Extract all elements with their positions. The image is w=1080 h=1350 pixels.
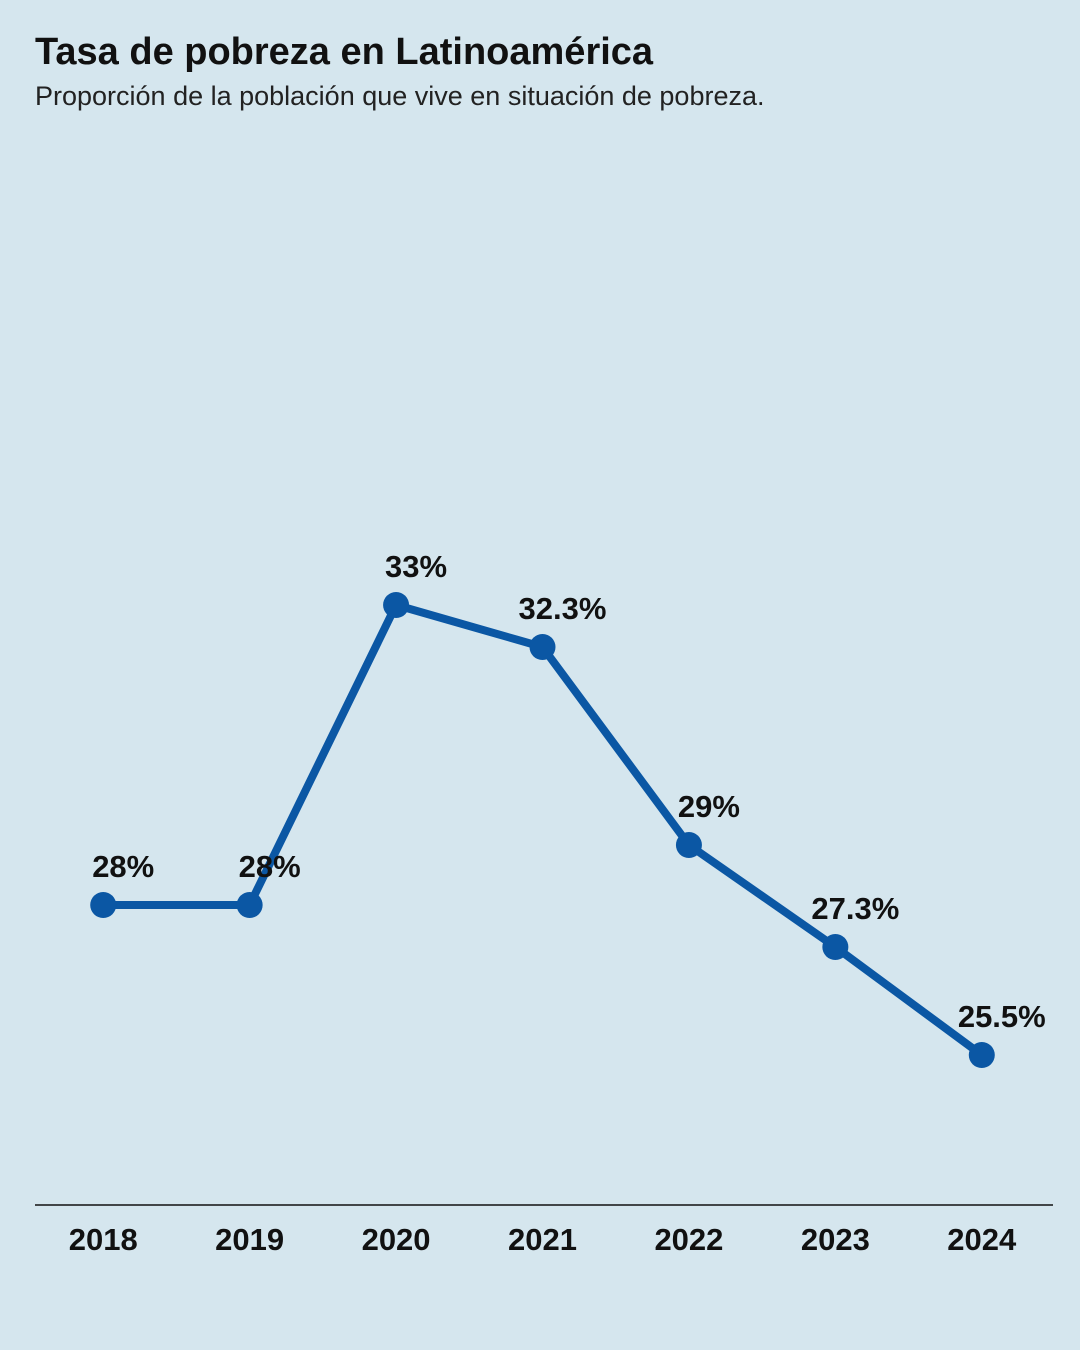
value-label: 32.3% [519,591,607,626]
x-tick-label: 2019 [215,1222,284,1257]
x-tick-label: 2020 [362,1222,431,1257]
value-label: 28% [92,849,154,884]
value-label: 29% [678,789,740,824]
point [822,934,849,960]
chart-subtitle: Proporción de la población que vive en s… [35,81,765,111]
chart-title: Tasa de pobreza en Latinoamérica [35,31,654,73]
value-label: 27.3% [811,891,899,926]
point [236,892,263,918]
point [90,892,117,918]
point [529,634,556,660]
point [968,1042,995,1068]
x-tick-label: 2023 [801,1222,870,1257]
x-tick-label: 2022 [654,1222,723,1257]
value-label: 33% [385,549,447,584]
x-tick-label: 2021 [508,1222,577,1257]
value-label: 28% [239,849,301,884]
x-tick-label: 2018 [69,1222,138,1257]
value-label: 25.5% [958,999,1046,1034]
x-tick-label: 2024 [947,1222,1017,1257]
point [383,592,410,618]
point [675,832,702,858]
